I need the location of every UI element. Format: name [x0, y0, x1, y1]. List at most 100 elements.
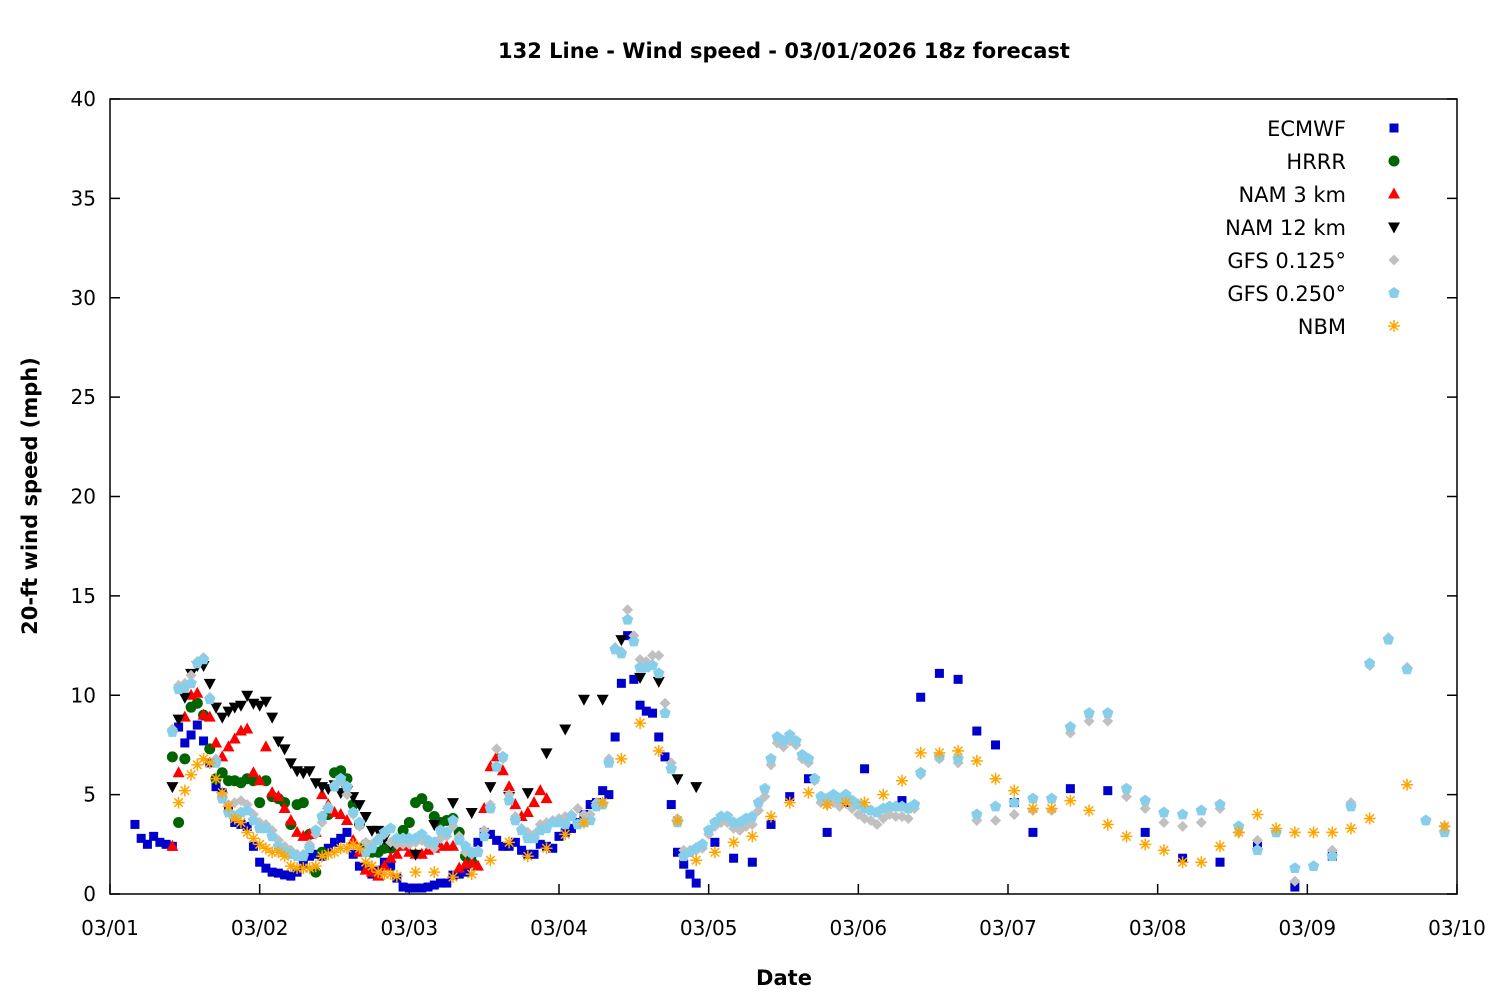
data-point: [485, 829, 495, 839]
data-point: [372, 825, 385, 837]
x-tick-label: 03/04: [530, 916, 588, 940]
data-point: [1102, 707, 1114, 718]
data-point: [316, 788, 329, 800]
data-point: [334, 842, 347, 855]
data-point: [1064, 794, 1077, 807]
data-point: [291, 862, 304, 875]
data-point: [178, 784, 191, 797]
data-point: [497, 750, 509, 762]
data-point: [491, 743, 503, 755]
data-point: [222, 740, 235, 752]
data-point: [1214, 798, 1226, 810]
data-point: [727, 836, 740, 849]
data-point: [766, 819, 776, 829]
data-point: [521, 806, 534, 818]
data-point: [1083, 715, 1095, 727]
data-point: [989, 800, 1002, 812]
data-point: [1307, 860, 1320, 871]
data-point: [521, 788, 534, 800]
data-point: [914, 746, 927, 759]
data-point: [166, 782, 179, 794]
x-tick-label: 03/01: [81, 916, 139, 940]
x-tick-label: 03/07: [979, 916, 1037, 940]
data-point: [623, 631, 633, 641]
data-point: [334, 808, 347, 819]
data-point: [210, 772, 223, 785]
data-point: [934, 668, 944, 678]
data-point: [710, 837, 720, 847]
data-point: [1028, 827, 1038, 837]
data-point: [572, 803, 584, 815]
data-point: [166, 839, 179, 851]
data-point: [1026, 802, 1039, 815]
data-point: [1027, 792, 1039, 804]
data-point: [1083, 804, 1096, 817]
data-point: [390, 870, 403, 883]
data-point: [340, 813, 353, 825]
data-point: [839, 796, 852, 809]
data-point: [933, 746, 946, 759]
data-point: [548, 843, 558, 853]
data-point: [272, 736, 285, 748]
data-point: [790, 735, 802, 746]
legend-marker-asterisk-icon: [1388, 320, 1400, 332]
data-point: [1344, 822, 1357, 835]
data-point: [422, 801, 434, 813]
x-tick-label: 03/06: [830, 916, 888, 940]
data-point: [721, 810, 734, 822]
data-point: [210, 702, 223, 714]
data-point: [291, 825, 304, 837]
data-point: [1215, 857, 1225, 867]
data-point: [759, 782, 771, 794]
data-point: [685, 869, 695, 879]
data-point: [1120, 782, 1133, 794]
data-point: [498, 841, 508, 851]
data-point: [1101, 818, 1114, 831]
data-point: [216, 712, 229, 724]
data-point: [989, 772, 1002, 785]
data-point: [803, 774, 813, 784]
y-tick-label: 40: [71, 87, 96, 111]
series-gfs-0-250-: [166, 613, 1451, 873]
data-point: [341, 789, 353, 801]
x-tick-label: 03/05: [680, 916, 738, 940]
data-point: [178, 692, 191, 704]
x-tick-label: 03/03: [381, 916, 439, 940]
data-point: [1251, 834, 1263, 846]
data-point: [384, 868, 397, 881]
data-point: [970, 754, 983, 767]
data-point: [330, 837, 339, 847]
data-point: [174, 722, 184, 732]
data-point: [1008, 784, 1021, 797]
data-point: [559, 828, 572, 841]
data-point: [446, 871, 459, 884]
data-point: [442, 878, 452, 888]
data-point: [990, 814, 1002, 826]
data-point: [746, 830, 759, 843]
data-point: [585, 800, 595, 810]
data-point: [428, 836, 440, 848]
x-axis-label: Date: [756, 966, 812, 990]
data-point: [428, 819, 441, 831]
data-point: [1102, 715, 1114, 727]
legend-label: GFS 0.250°: [1227, 282, 1346, 306]
data-point: [529, 849, 539, 859]
data-point: [280, 870, 290, 880]
data-point: [1251, 844, 1264, 856]
data-point: [473, 837, 483, 847]
x-tick-label: 03/09: [1279, 916, 1337, 940]
data-point: [515, 824, 528, 836]
data-point: [1195, 816, 1207, 828]
data-point: [404, 883, 414, 893]
data-point: [185, 669, 197, 681]
data-point: [266, 786, 279, 798]
data-point: [335, 772, 347, 784]
data-point: [446, 839, 459, 851]
data-point: [253, 700, 266, 712]
data-point: [241, 804, 253, 816]
data-point: [459, 840, 472, 852]
data-point: [1120, 830, 1133, 843]
data-point: [203, 710, 216, 722]
data-point: [472, 846, 484, 858]
data-point: [752, 796, 765, 808]
